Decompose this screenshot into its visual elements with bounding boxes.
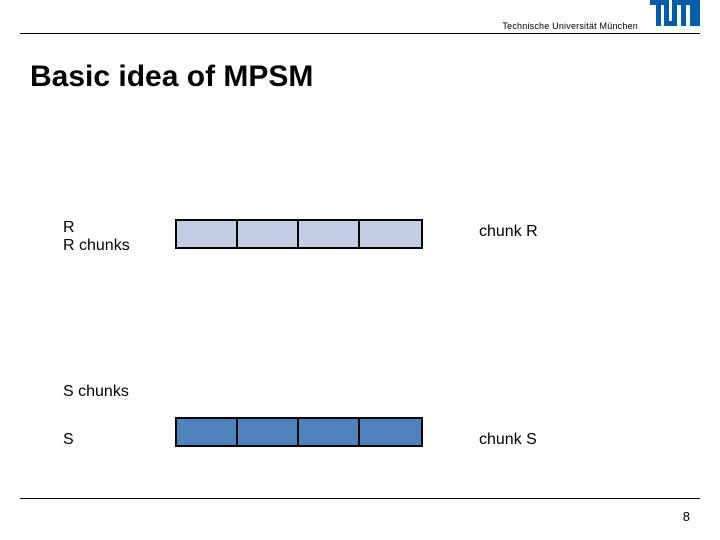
chunk-cell bbox=[360, 221, 421, 247]
header-rule: Technische Universität München bbox=[20, 33, 700, 34]
r-chunk-row bbox=[175, 219, 423, 249]
footer-rule bbox=[20, 498, 700, 499]
chunk-cell bbox=[299, 419, 360, 445]
slide: Technische Universität München Basic ide… bbox=[0, 0, 720, 540]
s-chunks-label: S chunks bbox=[63, 383, 129, 401]
chunk-cell bbox=[238, 419, 299, 445]
tum-logo-icon bbox=[650, 0, 700, 31]
org-name: Technische Universität München bbox=[502, 21, 638, 31]
r-chunks-label: R chunks bbox=[63, 237, 130, 255]
chunk-cell bbox=[238, 221, 299, 247]
chunk-cell bbox=[177, 221, 238, 247]
slide-title: Basic idea of MPSM bbox=[30, 60, 313, 94]
s-label: S bbox=[63, 431, 74, 449]
chunk-cell bbox=[299, 221, 360, 247]
chunk-cell bbox=[177, 419, 238, 445]
chunk-cell bbox=[360, 419, 421, 445]
page-number: 8 bbox=[683, 509, 690, 524]
s-chunk-row bbox=[175, 417, 423, 447]
r-label: R bbox=[63, 219, 75, 237]
chunk-s-label: chunk S bbox=[479, 431, 537, 449]
chunk-r-label: chunk R bbox=[479, 223, 538, 241]
